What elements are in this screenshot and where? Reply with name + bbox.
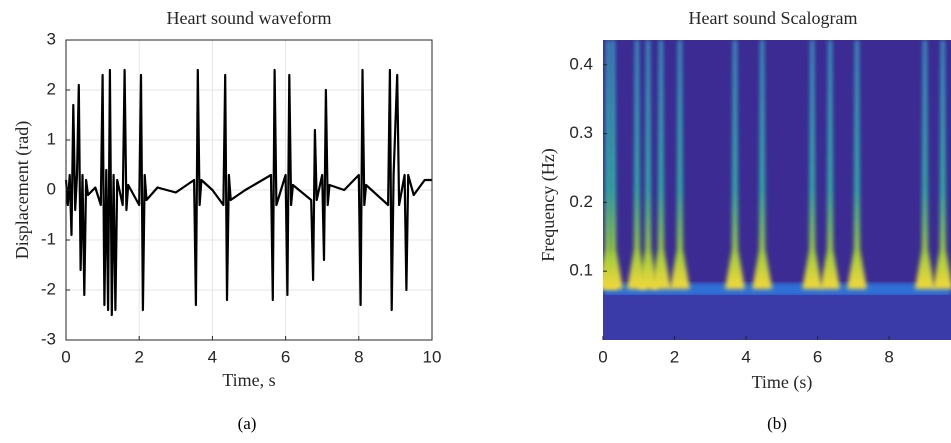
x-tick-label: 0 (61, 347, 70, 366)
y-axis-label: Frequency (Hz) (538, 148, 559, 261)
scalogram (603, 40, 951, 340)
y-tick-label: 3 (47, 29, 56, 48)
scalogram-streak (669, 40, 690, 289)
chart-title: Heart sound waveform (167, 8, 332, 28)
x-tick-label: 6 (813, 347, 822, 366)
x-tick-label: 2 (134, 347, 143, 366)
y-tick-label: 0.4 (569, 54, 593, 73)
scalogram-streak (724, 40, 745, 289)
y-axis-label: Displacement (rad) (12, 121, 33, 259)
scalogram-streak (752, 40, 773, 289)
y-tick-label: 0 (47, 179, 56, 198)
x-tick-label: 8 (354, 347, 363, 366)
x-tick-label: 4 (208, 347, 217, 366)
scalogram-streak (846, 40, 867, 289)
y-tick-label: -1 (41, 229, 56, 248)
scalogram-streak (638, 40, 659, 289)
scalogram-streak (626, 40, 647, 289)
x-tick-label: 2 (670, 347, 679, 366)
y-tick-label: 0.3 (569, 123, 593, 142)
x-tick-label: 4 (741, 347, 750, 366)
chart-title: Heart sound Scalogram (689, 8, 858, 28)
scalogram-streak (603, 40, 619, 289)
scalogram-streak (802, 40, 823, 289)
y-tick-label: -2 (41, 279, 56, 298)
x-tick-label: 0 (598, 347, 607, 366)
scalogram-streak (932, 40, 951, 289)
x-tick-label: 10 (423, 347, 442, 366)
scalogram-streak (650, 40, 671, 289)
y-tick-label: -3 (41, 329, 56, 348)
y-tick-label: 0.2 (569, 192, 593, 211)
caption: (b) (767, 414, 787, 433)
x-tick-label: 6 (281, 347, 290, 366)
x-axis-label: Time (s) (752, 372, 813, 393)
scalogram-streak (914, 40, 935, 289)
y-tick-label: 0.1 (569, 261, 593, 280)
waveform-line (64, 68, 432, 317)
scalogram-streak (820, 40, 841, 289)
x-tick-label: 8 (884, 347, 893, 366)
y-tick-label: 2 (47, 79, 56, 98)
scalogram-streak (603, 40, 624, 289)
y-tick-label: 1 (47, 129, 56, 148)
scalogram-floor (603, 295, 951, 340)
x-axis-label: Time, s (222, 370, 275, 390)
caption: (a) (238, 414, 257, 433)
